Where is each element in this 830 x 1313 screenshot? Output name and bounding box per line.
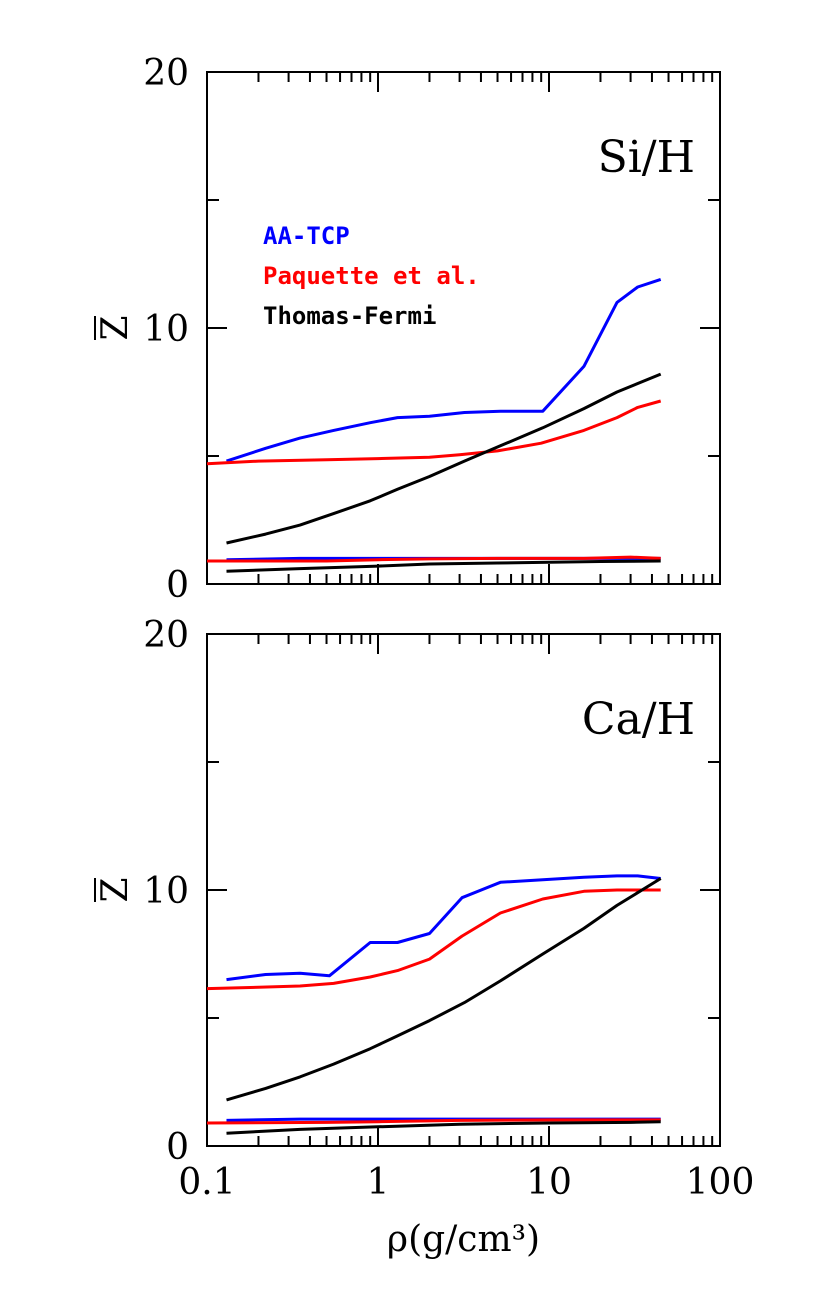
panel-ca-h: 0 10 20 0.1 1 10 100 Zρ(g/cm³) Ca/H [94,615,755,1260]
y-axis-label: Z [95,315,136,340]
series-line-thomas-fermi [226,372,662,545]
x-tick-label: 10 [526,1162,572,1203]
series-line-paquette-et-al- [206,888,661,991]
series-line-low-5 [226,559,661,573]
series-line-low-4 [206,1118,661,1125]
panel-label: Ca/H [582,694,695,745]
y-tick-label: 0 [166,565,189,606]
y-tick-label: 10 [143,309,189,350]
legend-entry: Paquette et al. [263,262,480,290]
y-axis-label: Z [95,877,136,902]
series-line-low-4 [207,555,661,563]
series-line-aa-tcp [226,277,662,463]
series-line-thomas-fermi [226,877,662,1102]
series-line-aa-tcp [226,874,661,982]
panel-label: Si/H [598,132,695,183]
legend-entry: AA-TCP [263,222,350,250]
series-line-low-5 [226,1120,661,1135]
x-tick-label: 1 [367,1162,390,1203]
x-tick-label: 100 [686,1162,755,1203]
x-tick-label: 0.1 [178,1162,235,1203]
x-axis-label: ρ(g/cm³) [387,1219,540,1260]
y-tick-label: 20 [143,53,189,94]
y-tick-label: 0 [166,1127,189,1168]
panel-si-h: 0 10 20 Z Si/H AA-TCP Paquette et al. Thomas-Fe… [94,53,721,606]
y-tick-label: 10 [143,871,189,912]
series-line-paquette-et-al- [206,399,662,466]
y-tick-label: 20 [143,615,189,656]
legend-entry: Thomas-Fermi [263,302,436,330]
